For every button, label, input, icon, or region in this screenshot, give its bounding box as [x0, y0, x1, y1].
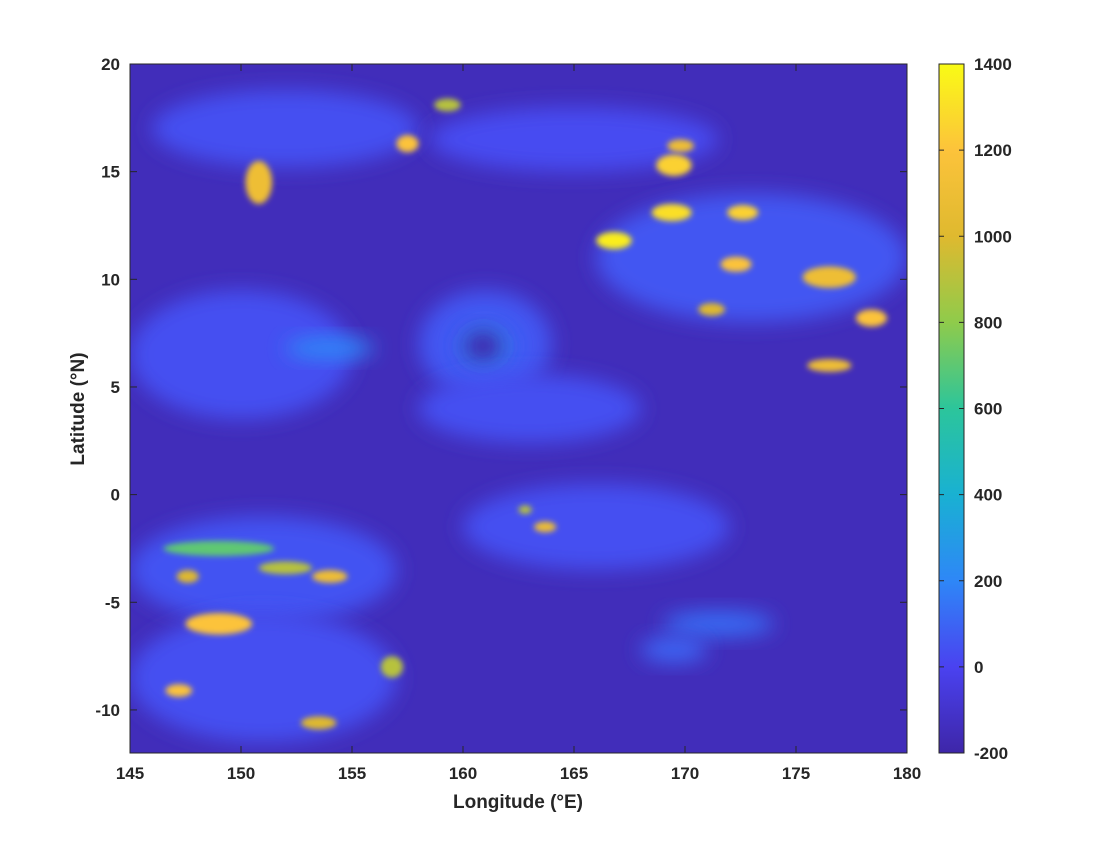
- x-tick-label: 150: [227, 764, 255, 783]
- heatmap-region-11: [640, 636, 708, 663]
- x-tick-label: 175: [782, 764, 810, 783]
- heatmap-region-20: [651, 203, 692, 222]
- heatmap-region-34: [300, 716, 337, 730]
- colorbar: -200 0 200 400 600 800 1000 1200 1400: [938, 55, 1012, 763]
- heatmap-regions: [130, 89, 907, 743]
- heatmap-region-24: [802, 266, 856, 288]
- heatmap-region-18: [656, 154, 692, 176]
- x-axis-label: Longitude (°E): [453, 792, 583, 813]
- x-axis-ticks: 145 150 155 160 165 170 175 180: [116, 64, 921, 783]
- heatmap-region-17: [596, 231, 632, 250]
- x-tick-label: 155: [338, 764, 366, 783]
- x-tick-label: 160: [449, 764, 477, 783]
- heatmap-region-16: [434, 98, 461, 112]
- heatmap-region-33: [380, 656, 404, 678]
- heatmap-region-14: [245, 160, 273, 204]
- colorbar-tick-label: 400: [974, 486, 1002, 505]
- heatmap-region-30: [176, 569, 199, 583]
- y-tick-label: -10: [95, 701, 120, 720]
- colorbar-ticks: -200 0 200 400 600 800 1000 1200 1400: [939, 55, 1012, 763]
- heatmap-region-21: [727, 205, 759, 221]
- heatmap-region-10: [662, 610, 774, 637]
- heatmap-region-35: [534, 521, 557, 533]
- heatmap-region-8: [130, 613, 397, 743]
- colorbar-tick-label: 600: [974, 400, 1002, 419]
- y-tick-label: 20: [101, 55, 120, 74]
- heatmap-plot-area: [130, 64, 907, 753]
- heatmap-region-13: [285, 337, 375, 359]
- heatmap-region-36: [518, 505, 532, 515]
- heatmap-region-28: [258, 561, 313, 575]
- heatmap-region-2: [463, 329, 503, 363]
- heatmap-region-9: [463, 483, 730, 570]
- heatmap-region-25: [855, 309, 888, 327]
- heatmap-region-15: [396, 135, 419, 153]
- heatmap-region-5: [596, 193, 907, 323]
- axes-box: [129, 63, 908, 754]
- heatmap-region-12: [418, 374, 641, 443]
- heatmap-region-22: [720, 256, 752, 272]
- y-axis-ticks: -10 -5 0 5 10 15 20: [95, 55, 907, 720]
- heatmap-region-3: [152, 89, 419, 168]
- heatmap-region-23: [698, 302, 725, 316]
- heatmap-region-26: [807, 358, 852, 372]
- heatmap-region-29: [312, 569, 348, 583]
- colorbar-tick-label: 800: [974, 313, 1002, 332]
- colorbar-tick-label: -200: [974, 744, 1008, 763]
- y-tick-label: 0: [111, 486, 120, 505]
- heatmap-region-32: [165, 684, 193, 698]
- colorbar-tick-label: 0: [974, 658, 983, 677]
- x-tick-label: 170: [671, 764, 699, 783]
- x-tick-label: 145: [116, 764, 144, 783]
- heatmap-region-19: [667, 139, 694, 153]
- y-tick-label: 15: [101, 163, 120, 182]
- colorbar-tick-label: 200: [974, 572, 1002, 591]
- x-tick-label: 180: [893, 764, 921, 783]
- colorbar-tick-label: 1400: [974, 55, 1012, 74]
- heatmap-region-27: [163, 540, 275, 556]
- colorbar-tick-label: 1000: [974, 227, 1012, 246]
- y-tick-label: 5: [111, 378, 120, 397]
- x-tick-label: 165: [560, 764, 588, 783]
- heatmap-region-6: [130, 290, 352, 420]
- heatmap-region-4: [429, 107, 719, 172]
- y-tick-label: 10: [101, 270, 120, 289]
- y-tick-label: -5: [105, 593, 120, 612]
- y-axis-label: Latitude (°N): [68, 352, 89, 465]
- heatmap-region-31: [185, 613, 253, 635]
- colorbar-tick-label: 1200: [974, 141, 1012, 160]
